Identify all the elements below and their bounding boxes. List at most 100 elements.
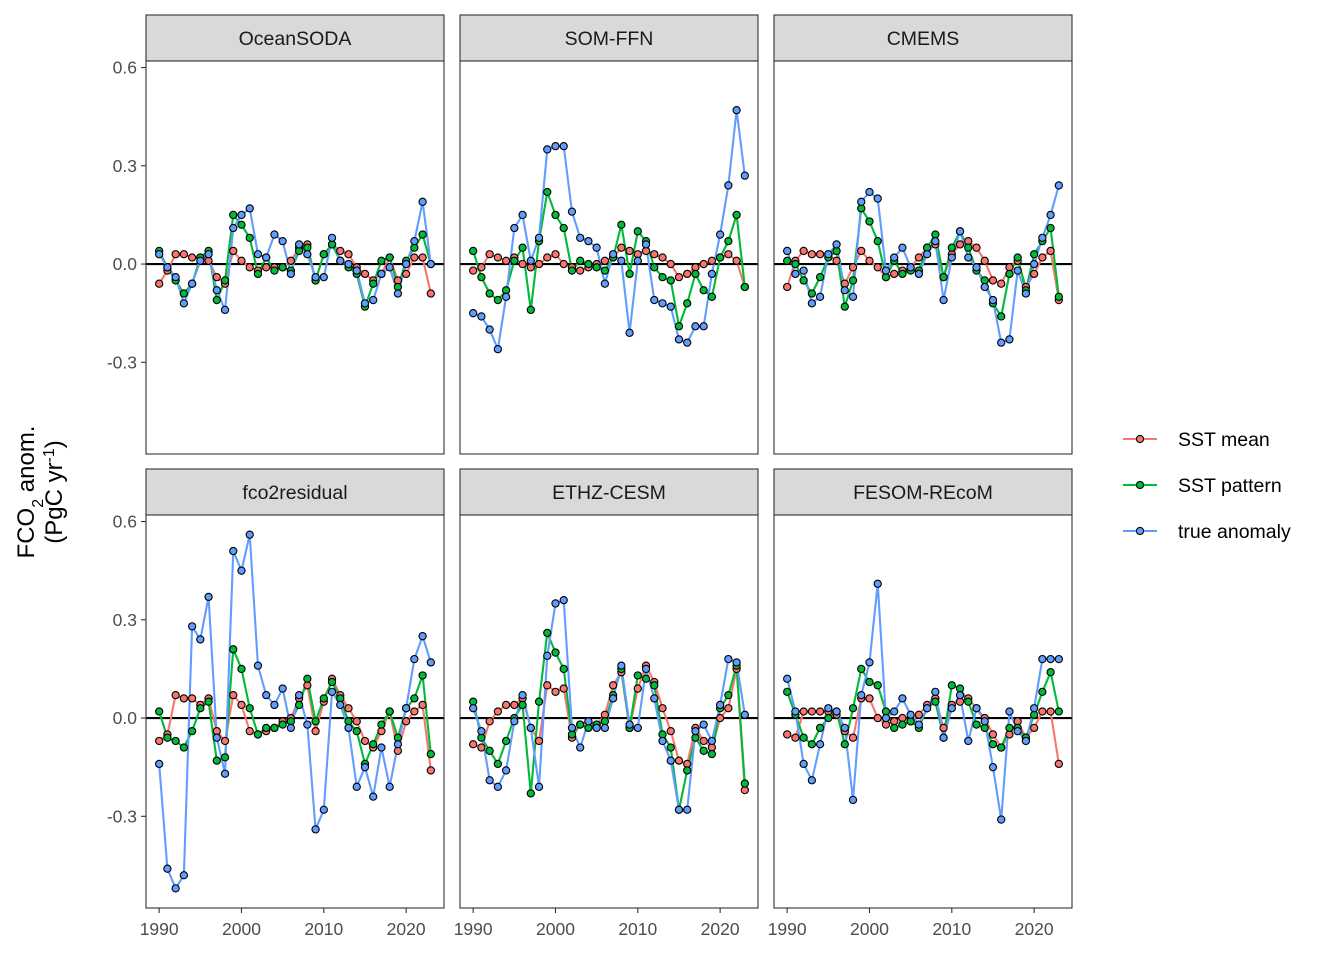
data-point: [707, 749, 717, 759]
data-point: [385, 782, 394, 791]
facet-panel: OceanSODA -0.3 0.0 0.3 0.6: [107, 14, 445, 455]
data-point: [237, 256, 246, 265]
data-point: [674, 272, 684, 282]
data-point: [824, 713, 833, 723]
data-point: [914, 720, 924, 729]
data-point: [360, 299, 370, 308]
data-point: [179, 299, 189, 308]
data-point: [418, 253, 427, 262]
data-point: [327, 677, 337, 687]
data-point: [1046, 654, 1055, 664]
data-point: [699, 746, 708, 755]
data-point: [344, 250, 353, 259]
panel-border: [145, 60, 445, 455]
data-point: [658, 299, 667, 308]
data-point: [988, 740, 998, 749]
data-point: [857, 246, 866, 256]
data-point: [732, 210, 741, 220]
data-point: [360, 269, 370, 279]
data-point: [724, 236, 733, 246]
data-point: [699, 286, 708, 295]
data-point: [1038, 654, 1047, 664]
data-point: [303, 674, 312, 683]
data-point: [1021, 289, 1031, 298]
data-point: [303, 250, 312, 259]
data-point: [510, 256, 519, 265]
data-point: [311, 272, 320, 282]
data-point: [857, 197, 866, 206]
data-point: [1038, 253, 1047, 262]
data-point: [873, 579, 882, 588]
data-point: [204, 697, 213, 706]
data-point: [501, 256, 511, 265]
data-point: [294, 240, 304, 249]
data-point: [220, 305, 230, 315]
data-point: [906, 710, 915, 719]
x-tick-label: 2010: [932, 919, 971, 939]
data-point: [237, 220, 246, 229]
data-point: [997, 815, 1006, 824]
facet-panel: ETHZ-CESM 1990 2000 2010 2020: [454, 468, 759, 939]
data-point: [807, 707, 817, 716]
data-point: [608, 681, 618, 690]
data-point: [807, 299, 817, 308]
data-point: [229, 645, 238, 654]
data-point: [707, 292, 717, 301]
data-point: [559, 664, 568, 674]
data-point: [543, 628, 552, 638]
facet-strip: [773, 14, 1073, 62]
data-point: [783, 687, 792, 696]
data-point: [1029, 250, 1039, 259]
data-point: [319, 250, 328, 259]
data-point: [262, 263, 271, 272]
data-point: [791, 733, 800, 742]
data-point: [543, 145, 552, 154]
data-point: [493, 707, 503, 716]
series-line: [158, 533, 432, 890]
data-point: [237, 210, 246, 220]
x-tick-label: 1990: [454, 919, 493, 939]
data-point: [699, 259, 708, 269]
data-point: [559, 141, 568, 151]
data-point: [724, 704, 733, 713]
facet-panels: OceanSODA -0.3 0.0 0.3 0.6 SOM-FFN CMEMS fco2re…: [107, 14, 1073, 939]
data-point: [898, 269, 907, 279]
data-point: [980, 282, 989, 292]
data-point: [220, 769, 230, 778]
data-point: [939, 272, 948, 282]
data-point: [501, 292, 511, 301]
data-point: [625, 720, 634, 729]
data-point: [674, 322, 684, 331]
data-point: [385, 253, 394, 262]
data-point: [369, 295, 378, 305]
data-point: [229, 246, 238, 256]
data-point: [964, 736, 973, 746]
data-point: [865, 187, 874, 197]
facet-strip-label: fco2residual: [242, 482, 347, 504]
data-point: [576, 233, 585, 242]
data-point: [179, 289, 189, 298]
data-point: [493, 295, 503, 305]
data-point: [699, 720, 708, 729]
data-point: [1029, 259, 1039, 269]
data-point: [732, 658, 741, 667]
facet-strip: [145, 468, 445, 516]
data-point: [270, 266, 279, 275]
data-point: [1013, 727, 1022, 736]
data-point: [469, 740, 478, 749]
data-point: [286, 269, 296, 279]
y-axis-title-line1: FCO2 anom.: [13, 426, 47, 559]
data-point: [666, 276, 675, 285]
data-point: [237, 566, 246, 575]
panel-border: [459, 514, 759, 909]
data-point: [477, 743, 486, 752]
data-point: [608, 250, 618, 259]
data-point: [997, 743, 1006, 752]
data-point: [964, 697, 973, 706]
data-point: [485, 250, 494, 259]
data-point: [485, 717, 494, 726]
panel-border: [459, 60, 759, 455]
facet-strip-label: SOM-FFN: [565, 28, 654, 50]
data-point: [385, 707, 394, 716]
